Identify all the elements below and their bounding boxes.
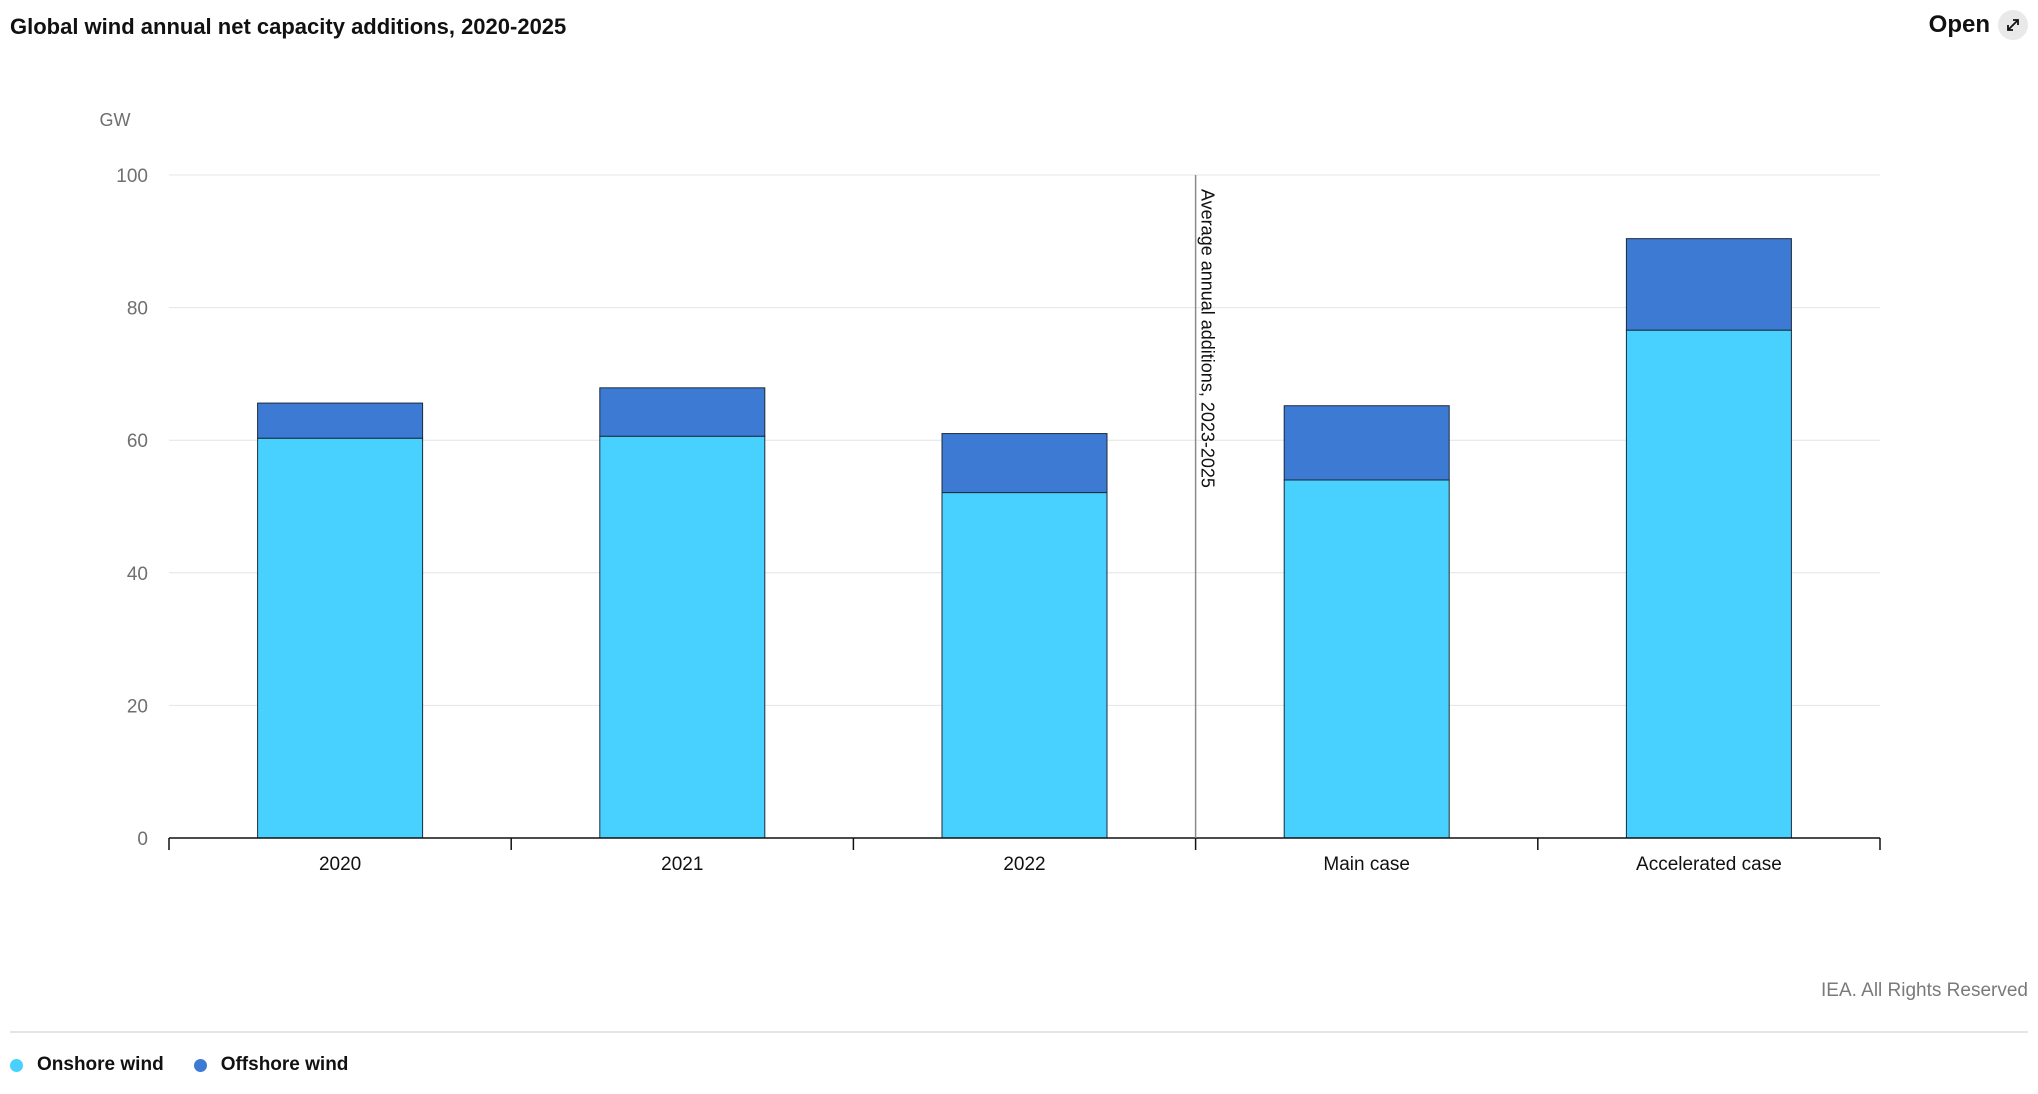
legend-label-onshore: Onshore wind [37, 1054, 164, 1075]
y-tick-label: 40 [127, 564, 148, 585]
legend-label-offshore: Offshore wind [220, 1054, 349, 1075]
open-button[interactable]: Open [1929, 10, 2028, 40]
y-tick-label: 20 [127, 696, 148, 717]
bar-onshore [941, 492, 1108, 839]
legend-divider [10, 1031, 2028, 1033]
legend: Onshore wind Offshore wind [10, 1054, 348, 1076]
bar-offshore [599, 387, 766, 437]
y-tick-label: 0 [137, 829, 148, 850]
legend-item-offshore[interactable]: Offshore wind [193, 1054, 349, 1076]
y-tick-label: 100 [116, 166, 148, 187]
onshore-swatch [10, 1058, 23, 1072]
chart-area: 0 20 40 60 80 100 2020 2021 2022 Main case Acceler… [100, 110, 1881, 875]
bar-offshore [941, 433, 1108, 494]
expand-arrows-icon [1998, 10, 2028, 40]
bar-offshore [257, 402, 424, 439]
bar-onshore [257, 437, 424, 839]
bars [257, 238, 1792, 839]
bar-offshore [1625, 238, 1792, 331]
x-tick-label: 2021 [661, 854, 703, 875]
bar-offshore [1283, 405, 1450, 481]
annotation-label: Average annual additions, 2023-2025 [1198, 189, 1218, 488]
chart-title: Global wind annual net capacity addition… [10, 14, 567, 39]
x-tick-label: 2022 [1003, 854, 1045, 875]
x-tick-label: Main case [1323, 854, 1410, 875]
y-tick-label: 80 [127, 299, 148, 320]
offshore-swatch [193, 1058, 207, 1072]
y-axis-label: GW [100, 110, 131, 130]
x-tick-label: Accelerated case [1636, 854, 1782, 875]
x-tick-label: 2020 [319, 854, 361, 875]
bar-onshore [1283, 479, 1450, 839]
axes: 0 20 40 60 80 100 2020 2021 2022 Main case Acceler… [116, 166, 1881, 875]
bar-onshore [599, 435, 766, 839]
legend-item-onshore[interactable]: Onshore wind [10, 1054, 164, 1076]
copyright-text: IEA. All Rights Reserved [1821, 980, 2028, 1001]
open-label: Open [1928, 11, 1990, 38]
y-tick-label: 60 [127, 431, 148, 452]
bar-onshore [1625, 329, 1792, 839]
